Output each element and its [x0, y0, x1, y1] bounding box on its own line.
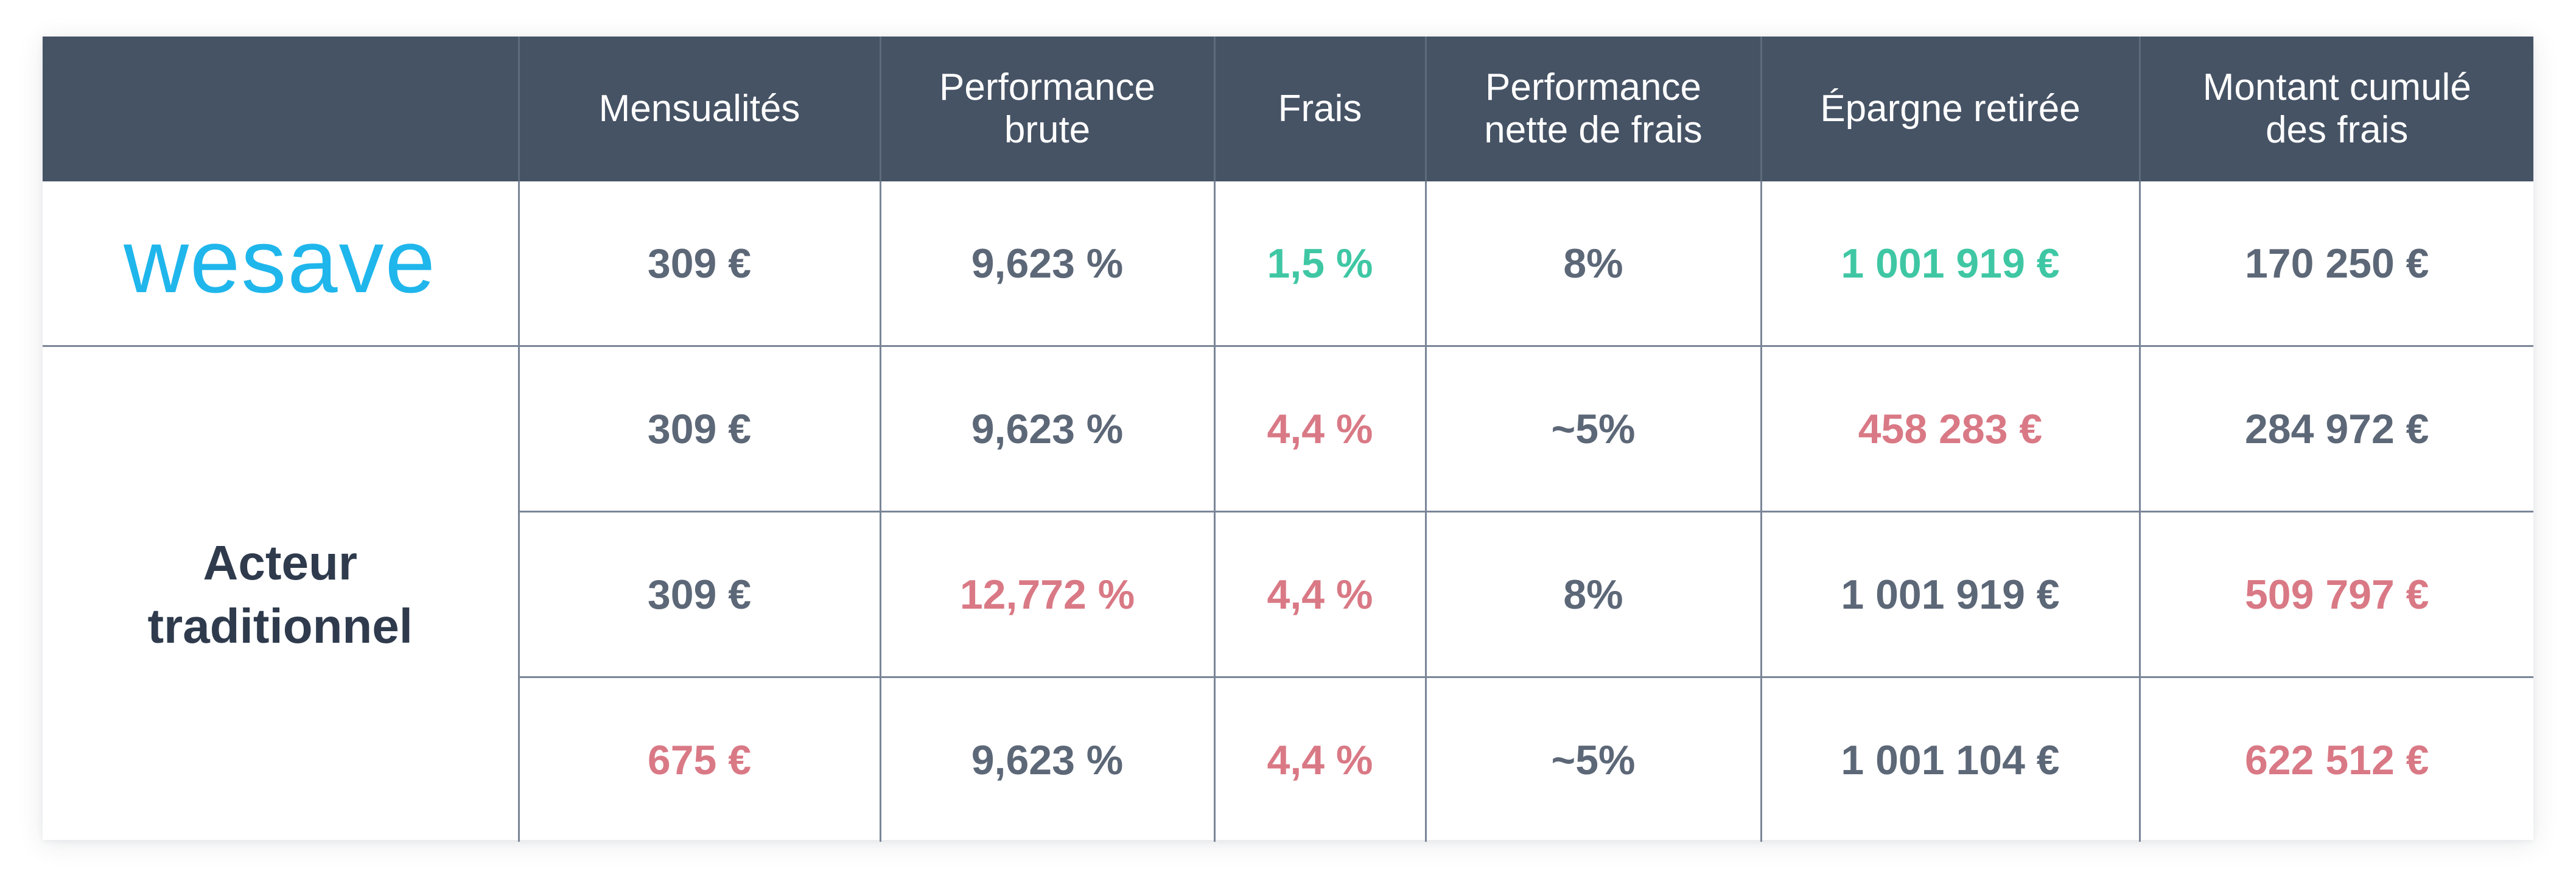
cell-performance-nette: 8% — [1424, 181, 1761, 346]
cell-performance-brute: 9,623 % — [879, 676, 1214, 842]
table-row-traditional-3: 675 € 9,623 % 4,4 % ~5% 1 001 104 € 622 … — [43, 676, 2533, 842]
cell-performance-nette: ~5% — [1424, 345, 1761, 512]
cell-mensualites: 309 € — [517, 511, 880, 677]
wesave-logo-cell: wesave — [43, 181, 519, 346]
cell-frais: 1,5 % — [1213, 181, 1426, 346]
cell-performance-brute: 9,623 % — [879, 181, 1214, 346]
cell-frais: 4,4 % — [1213, 511, 1426, 677]
table-row-traditional-1: Acteur traditionnel 309 € 9,623 % 4,4 % … — [43, 345, 2533, 842]
header-mensualites: Mensualités — [517, 37, 880, 181]
table-row-wesave: wesave 309 € 9,623 % 1,5 % 8% 1 001 919 … — [43, 181, 2533, 346]
cell-frais: 4,4 % — [1213, 676, 1426, 842]
wesave-logo: wesave — [123, 224, 436, 303]
cell-epargne-retiree: 1 001 104 € — [1760, 676, 2140, 842]
cell-performance-nette: ~5% — [1424, 676, 1761, 842]
comparison-table: Mensualités Performance brute Frais Perfo… — [43, 37, 2533, 842]
header-row: Mensualités Performance brute Frais Perfo… — [43, 37, 2533, 181]
header-epargne-retiree: Épargne retirée — [1760, 37, 2140, 181]
header-performance-brute: Performance brute — [879, 37, 1214, 181]
cell-epargne-retiree: 458 283 € — [1760, 345, 2140, 512]
wesave-logo-text: wesave — [123, 224, 436, 303]
header-montant-cumule: Montant cumulé des frais — [2138, 37, 2533, 181]
traditional-label-cell: Acteur traditionnel — [43, 345, 519, 842]
comparison-card: Mensualités Performance brute Frais Perfo… — [43, 37, 2533, 842]
cell-frais: 4,4 % — [1213, 345, 1426, 512]
cell-performance-nette: 8% — [1424, 511, 1761, 677]
traditional-label: Acteur traditionnel — [147, 535, 413, 653]
cell-performance-brute: 9,623 % — [879, 345, 1214, 512]
cell-performance-brute: 12,772 % — [879, 511, 1214, 677]
header-frais: Frais — [1213, 37, 1426, 181]
header-corner — [43, 37, 519, 181]
cell-mensualites: 309 € — [517, 345, 880, 512]
cell-epargne-retiree: 1 001 919 € — [1760, 181, 2140, 346]
cell-montant-cumule: 509 797 € — [2138, 511, 2533, 677]
cell-mensualites: 675 € — [517, 676, 880, 842]
cell-montant-cumule: 170 250 € — [2138, 181, 2533, 346]
cell-mensualites: 309 € — [517, 181, 880, 346]
cell-montant-cumule: 622 512 € — [2138, 676, 2533, 842]
cell-epargne-retiree: 1 001 919 € — [1760, 511, 2140, 677]
header-performance-nette: Performance nette de frais — [1424, 37, 1761, 181]
cell-montant-cumule: 284 972 € — [2138, 345, 2533, 512]
table-row-traditional-2: 309 € 12,772 % 4,4 % 8% 1 001 919 € 509 … — [43, 511, 2533, 677]
